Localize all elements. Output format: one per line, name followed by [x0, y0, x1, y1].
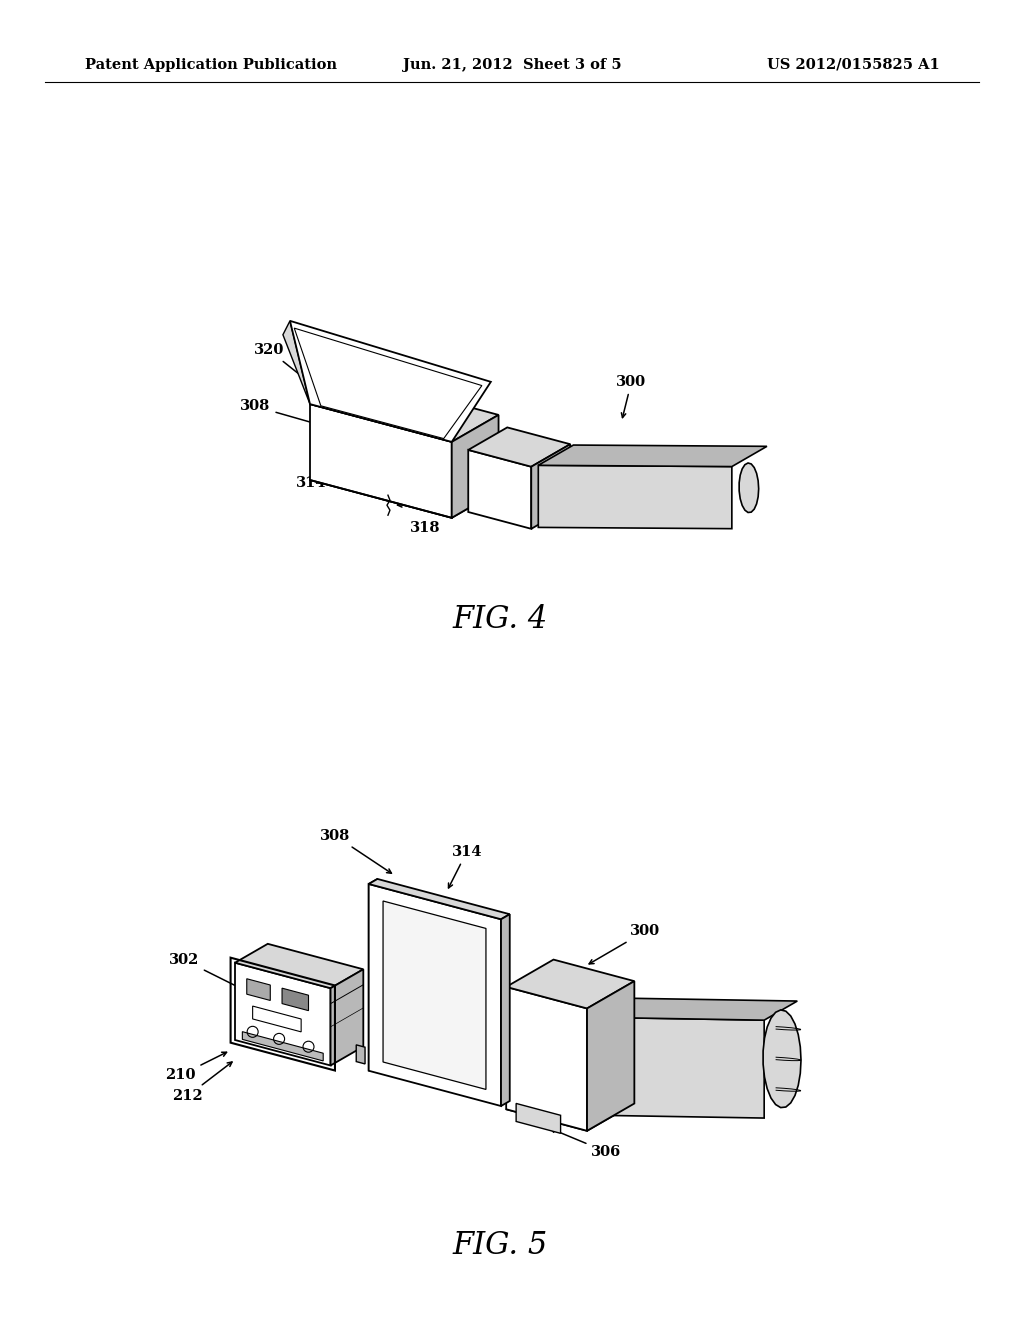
Text: 320: 320	[289, 1030, 350, 1051]
Polygon shape	[739, 463, 759, 512]
Polygon shape	[283, 321, 310, 404]
Polygon shape	[290, 321, 490, 442]
Text: Patent Application Publication: Patent Application Publication	[85, 58, 337, 73]
Text: 306: 306	[397, 496, 463, 511]
Polygon shape	[506, 960, 634, 1008]
Text: Jun. 21, 2012  Sheet 3 of 5: Jun. 21, 2012 Sheet 3 of 5	[402, 58, 622, 73]
Text: 308: 308	[319, 829, 391, 874]
Polygon shape	[452, 414, 499, 517]
Text: 318: 318	[410, 520, 440, 535]
Polygon shape	[247, 978, 270, 1001]
Polygon shape	[506, 987, 587, 1131]
Polygon shape	[282, 989, 308, 1011]
Polygon shape	[468, 428, 570, 467]
Text: 314: 314	[296, 455, 353, 490]
Polygon shape	[243, 1032, 324, 1061]
Text: 210: 210	[165, 1052, 226, 1082]
Text: FIG. 5: FIG. 5	[453, 1229, 548, 1261]
Polygon shape	[501, 915, 510, 1106]
Text: FIG. 4: FIG. 4	[453, 605, 548, 635]
Text: 302: 302	[169, 953, 240, 987]
Polygon shape	[369, 884, 501, 1106]
Polygon shape	[763, 1010, 801, 1107]
Polygon shape	[234, 962, 331, 1065]
Text: US 2012/0155825 A1: US 2012/0155825 A1	[767, 58, 940, 73]
Text: 300: 300	[616, 375, 646, 417]
Polygon shape	[310, 404, 452, 517]
Polygon shape	[234, 944, 364, 989]
Polygon shape	[539, 445, 767, 466]
Text: 306: 306	[551, 1129, 622, 1159]
Polygon shape	[539, 465, 732, 529]
Text: 314: 314	[449, 845, 482, 888]
Polygon shape	[310, 453, 499, 517]
Polygon shape	[597, 998, 798, 1020]
Polygon shape	[369, 879, 510, 919]
Text: 308: 308	[241, 400, 322, 426]
Polygon shape	[554, 1036, 649, 1104]
Polygon shape	[516, 1104, 560, 1134]
Polygon shape	[597, 1018, 764, 1118]
Text: 300: 300	[589, 924, 660, 964]
Polygon shape	[468, 450, 531, 529]
Polygon shape	[369, 879, 378, 1071]
Polygon shape	[587, 981, 634, 1131]
Polygon shape	[506, 1082, 634, 1131]
Text: 320: 320	[254, 343, 315, 387]
Polygon shape	[310, 378, 499, 442]
Polygon shape	[531, 445, 570, 529]
Polygon shape	[383, 902, 486, 1089]
Text: 212: 212	[172, 1063, 232, 1104]
Polygon shape	[356, 1045, 365, 1064]
Polygon shape	[331, 969, 364, 1065]
